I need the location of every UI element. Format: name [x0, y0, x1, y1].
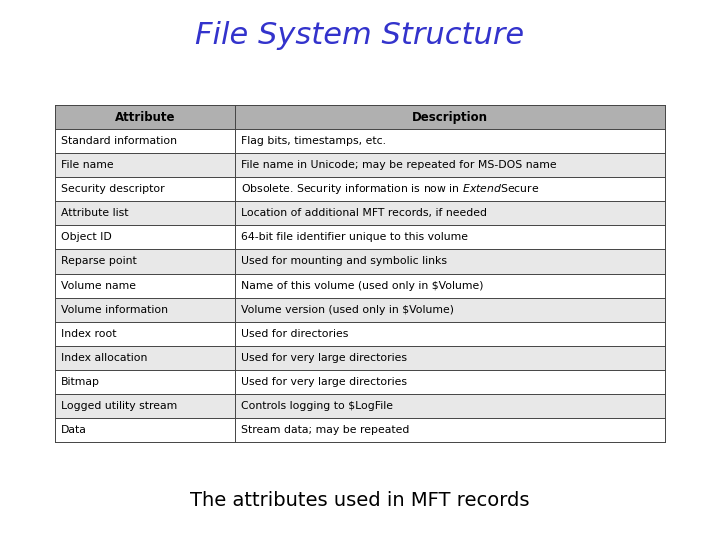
Bar [55, 225, 665, 249]
Text: The attributes used in MFT records: The attributes used in MFT records [190, 490, 530, 510]
Text: Logged utility stream: Logged utility stream [61, 401, 177, 411]
Bar [55, 346, 665, 370]
Bar [55, 153, 665, 177]
Text: Used for very large directories: Used for very large directories [241, 377, 407, 387]
Text: File System Structure: File System Structure [195, 21, 525, 50]
Text: Index allocation: Index allocation [61, 353, 148, 363]
Bar [55, 273, 665, 298]
Text: Name of this volume (used only in $Volume): Name of this volume (used only in $Volum… [241, 281, 483, 291]
Text: Location of additional MFT records, if needed: Location of additional MFT records, if n… [241, 208, 487, 218]
Bar [55, 394, 665, 418]
Text: File name: File name [61, 160, 114, 170]
Text: Attribute list: Attribute list [61, 208, 128, 218]
Text: Volume name: Volume name [61, 281, 136, 291]
Text: Description: Description [412, 111, 488, 124]
Text: Object ID: Object ID [61, 232, 112, 242]
Text: 64-bit file identifier unique to this volume: 64-bit file identifier unique to this vo… [241, 232, 468, 242]
Bar [55, 105, 665, 129]
Text: Security descriptor: Security descriptor [61, 184, 165, 194]
Text: Index root: Index root [61, 329, 117, 339]
Text: Reparse point: Reparse point [61, 256, 137, 266]
Bar [55, 129, 665, 153]
Bar [55, 322, 665, 346]
Bar [55, 177, 665, 201]
Bar [55, 201, 665, 225]
Text: Volume version (used only in $Volume): Volume version (used only in $Volume) [241, 305, 454, 315]
Text: Attribute: Attribute [114, 111, 175, 124]
Text: Stream data; may be repeated: Stream data; may be repeated [241, 425, 410, 435]
Text: Bitmap: Bitmap [61, 377, 100, 387]
Bar [55, 298, 665, 322]
Text: Data: Data [61, 425, 87, 435]
Text: Volume information: Volume information [61, 305, 168, 315]
Text: Standard information: Standard information [61, 136, 177, 146]
Text: Used for very large directories: Used for very large directories [241, 353, 407, 363]
Text: File name in Unicode; may be repeated for MS-DOS name: File name in Unicode; may be repeated fo… [241, 160, 557, 170]
Bar [55, 370, 665, 394]
Bar [55, 418, 665, 442]
Bar [55, 249, 665, 273]
Text: Used for mounting and symbolic links: Used for mounting and symbolic links [241, 256, 447, 266]
Text: Flag bits, timestamps, etc.: Flag bits, timestamps, etc. [241, 136, 386, 146]
Text: Controls logging to $LogFile: Controls logging to $LogFile [241, 401, 393, 411]
Text: Used for directories: Used for directories [241, 329, 348, 339]
Text: Obsolete. Security information is now in $Extend$Secure: Obsolete. Security information is now in… [241, 183, 539, 196]
